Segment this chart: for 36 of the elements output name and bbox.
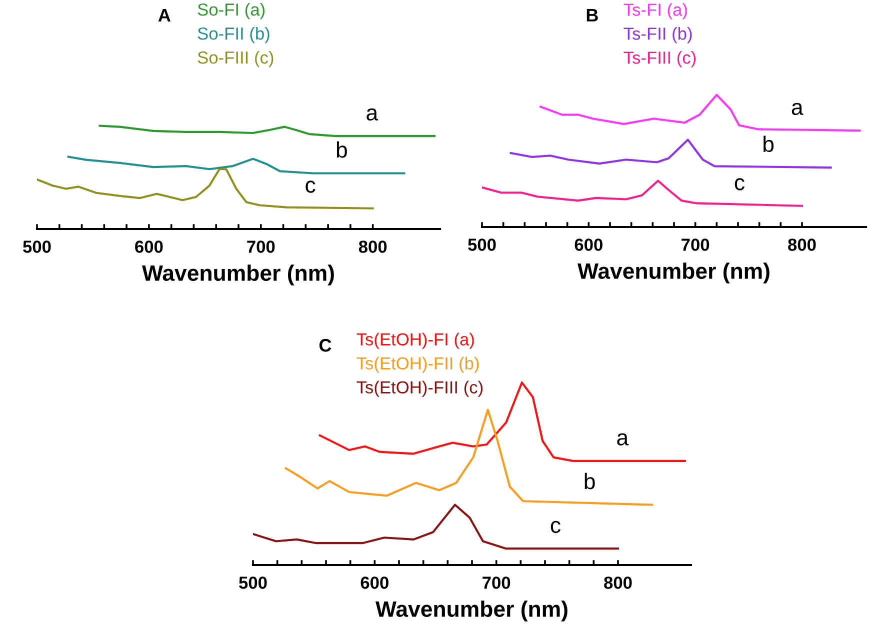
text: Ts-FIII (c) [624,51,696,68]
chart-title: C [319,338,332,352]
annotation: c [306,180,316,193]
x-tick-label: 600 [135,240,163,253]
chart-title: A [158,9,170,22]
text: Ts-FII (b) [624,27,692,44]
annotation: a [617,433,629,446]
x-tick-label: 600 [360,576,388,589]
x-axis-title: Wavenumber (nm) [578,262,770,284]
chart-title: B [586,8,598,22]
x-tick-label: 700 [247,240,275,253]
x-tick-label: 600 [574,238,602,251]
x-axis-title: Wavenumber (nm) [376,600,568,622]
x-tick-label: 700 [482,576,510,589]
annotation: c [550,520,560,534]
annotation: b [764,136,774,152]
x-tick-label: 800 [788,238,816,251]
text: So-FI (a) [198,2,264,20]
x-axis-title: Wavenumber (nm) [142,264,334,286]
x-tick-label: 500 [239,576,267,589]
text: So-FIII (c) [198,50,274,68]
text: a [366,108,378,121]
text: Ts(EtOH)-FI (a) [356,332,474,349]
annotation: a [792,102,804,116]
x-tick-label: 500 [23,240,51,253]
annotation: c [734,178,744,190]
text: Ts(EtOH)-FIII (c) [356,380,483,397]
x-tick-label: 800 [358,240,387,253]
annotation: b [336,141,347,158]
text: Ts(EtOH)-FII (b) [356,356,479,373]
x-tick-label: 500 [468,238,496,251]
x-tick-label: 700 [682,238,710,251]
text: So-FII (b) [198,26,270,44]
text: Ts-FI (a) [624,3,687,20]
x-tick-label: 800 [604,576,632,589]
annotation: b [584,472,595,490]
